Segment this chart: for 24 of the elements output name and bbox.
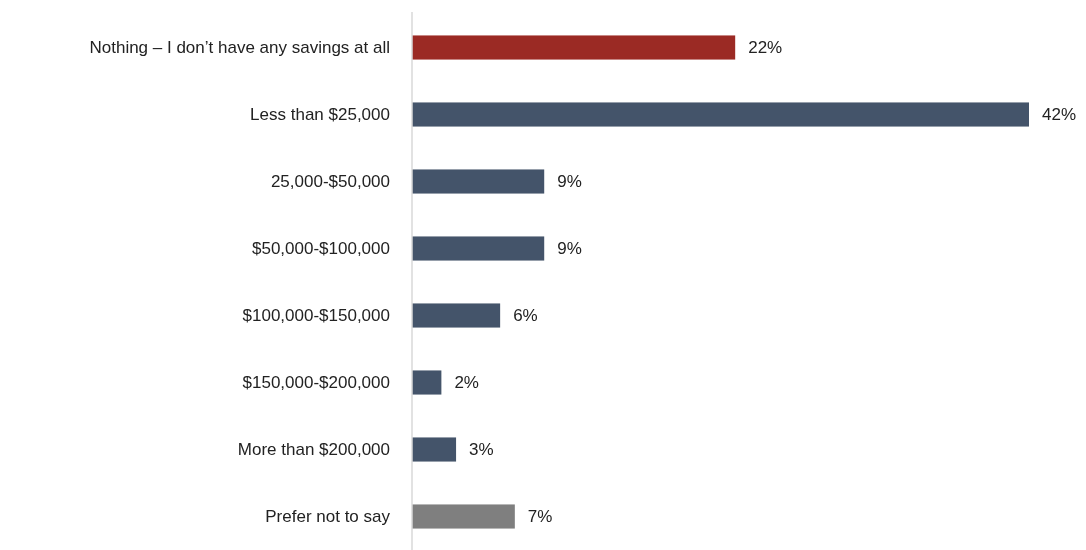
y-tick-label: $100,000-$150,000 [242, 306, 390, 326]
bar [412, 236, 545, 261]
bar [412, 504, 515, 529]
y-tick-label: Nothing – I don’t have any savings at all [89, 38, 390, 58]
bar [412, 102, 1029, 127]
data-label: 9% [557, 172, 582, 192]
data-label: 2% [454, 373, 479, 393]
data-label: 3% [469, 440, 494, 460]
data-label: 42% [1042, 105, 1077, 125]
bar [412, 303, 501, 328]
y-tick-label: Less than $25,000 [250, 105, 390, 125]
bar [412, 370, 442, 395]
data-label: 7% [527, 507, 553, 527]
bar [412, 437, 457, 462]
data-label: 6% [513, 306, 538, 326]
data-label: 22% [748, 38, 783, 58]
y-tick-label: More than $200,000 [237, 440, 390, 460]
bar [412, 35, 736, 60]
data-label: 9% [557, 239, 582, 259]
y-tick-label: Prefer not to say [265, 507, 391, 527]
y-tick-label: 25,000-$50,000 [270, 172, 390, 192]
bar [412, 169, 545, 194]
y-tick-label: $150,000-$200,000 [242, 373, 390, 393]
y-tick-label: $50,000-$100,000 [251, 239, 390, 259]
